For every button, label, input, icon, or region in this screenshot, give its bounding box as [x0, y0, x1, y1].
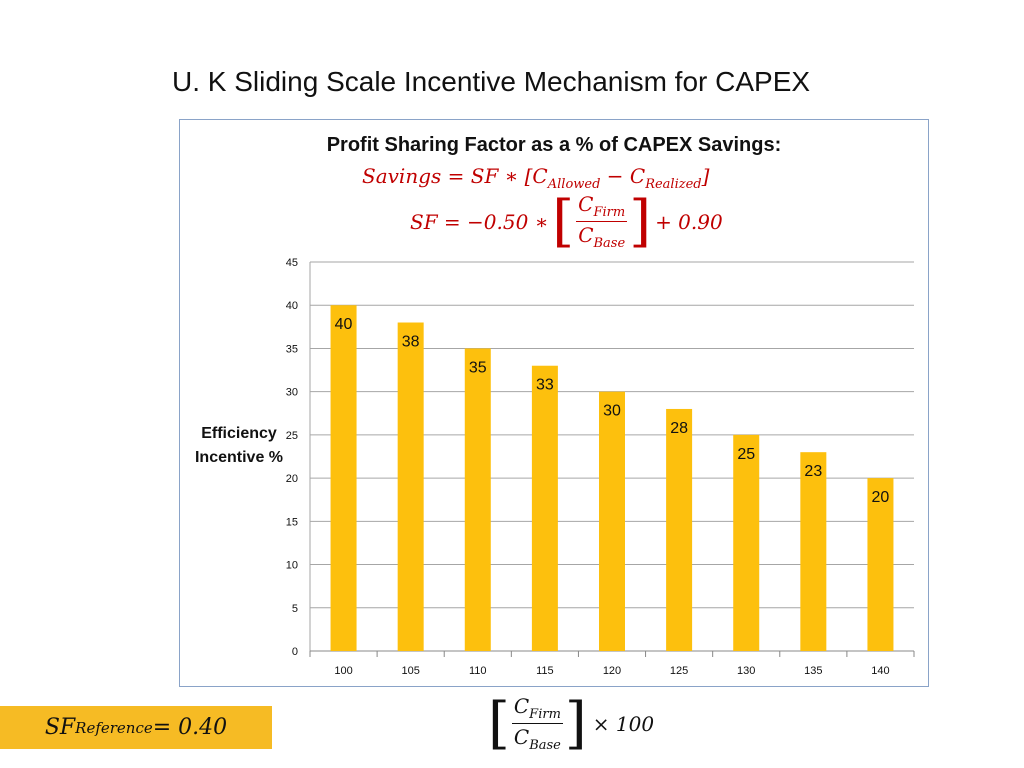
data-label: 28	[670, 420, 688, 437]
sf-reference-subscript: Reference	[75, 718, 153, 737]
bar	[733, 434, 760, 651]
y-tick-label: 0	[292, 646, 298, 658]
sf-equation: SF = −0.50 ∗ [ CFirm CBase ] + 0.90	[410, 192, 723, 251]
realized-subscript: Realized	[645, 177, 702, 192]
multiplier: × 100	[592, 711, 655, 736]
fraction-numerator: CFirm	[576, 192, 628, 222]
x-tick-label: 100	[334, 665, 352, 677]
sf-lhs: SF = −0.50 ∗	[410, 209, 549, 234]
chart-heading: Profit Sharing Factor as a % of CAPEX Sa…	[326, 134, 782, 156]
savings-mid: − C	[600, 164, 646, 188]
bar	[666, 408, 693, 651]
y-tick-label: 45	[286, 257, 298, 269]
y-tick-label: 10	[286, 560, 298, 572]
bar	[867, 478, 894, 651]
bar	[599, 391, 625, 651]
sf-reference-lhs: SF	[44, 715, 76, 740]
data-label: 30	[603, 403, 621, 420]
data-label: 40	[335, 316, 353, 333]
x-tick-label: 135	[804, 665, 822, 677]
data-label: 23	[804, 463, 822, 480]
sf-fraction: [ CFirm CBase ]	[552, 192, 651, 251]
y-tick-label: 35	[286, 343, 298, 355]
x-tick-label: 115	[536, 665, 554, 677]
fraction-numerator: CFirm	[511, 694, 563, 724]
allowed-subscript: Allowed	[547, 177, 601, 192]
data-label: 20	[872, 489, 890, 506]
data-label: 35	[469, 359, 487, 376]
x-tick-label: 130	[737, 665, 755, 677]
y-tick-label: 40	[286, 300, 298, 312]
x-tick-label: 120	[603, 665, 621, 677]
savings-equation: Savings = SF ∗ [CAllowed − CRealized]	[362, 164, 709, 192]
right-bracket: ]	[564, 690, 587, 756]
data-label: 33	[536, 377, 554, 394]
bar	[330, 305, 357, 651]
bar	[531, 365, 558, 651]
left-bracket: [	[552, 188, 575, 254]
x-tick-label: 125	[670, 665, 688, 677]
bar	[800, 452, 827, 651]
x-tick-label: 140	[871, 665, 889, 677]
y-tick-label: 5	[292, 603, 298, 615]
savings-lhs: Savings = SF ∗ [C	[362, 164, 548, 188]
bar	[397, 322, 424, 651]
y-tick-label: 20	[286, 473, 298, 485]
fraction-denominator: CBase	[513, 725, 561, 753]
right-bracket: ]	[629, 188, 652, 254]
x-axis-formula: [ CFirm CBase ] × 100	[488, 694, 654, 753]
savings-end: ]	[701, 164, 710, 188]
sf-reference-box: SF Reference = 0.40	[0, 706, 272, 749]
y-axis-label: Efficiency Incentive %	[194, 425, 284, 466]
data-label: 38	[402, 334, 420, 351]
data-label: 25	[737, 446, 755, 463]
left-bracket: [	[488, 690, 510, 756]
x-tick-label: 105	[401, 665, 419, 677]
fraction-denominator: CBase	[578, 223, 626, 251]
sf-rhs: + 0.90	[655, 209, 723, 234]
bar	[464, 348, 491, 651]
y-tick-label: 15	[286, 516, 298, 528]
y-tick-label: 30	[286, 387, 298, 399]
sf-reference-value: = 0.40	[152, 715, 228, 740]
y-tick-label: 25	[286, 430, 298, 442]
x-tick-label: 110	[469, 665, 487, 677]
slide-title: U. K Sliding Scale Incentive Mechanism f…	[172, 66, 811, 97]
